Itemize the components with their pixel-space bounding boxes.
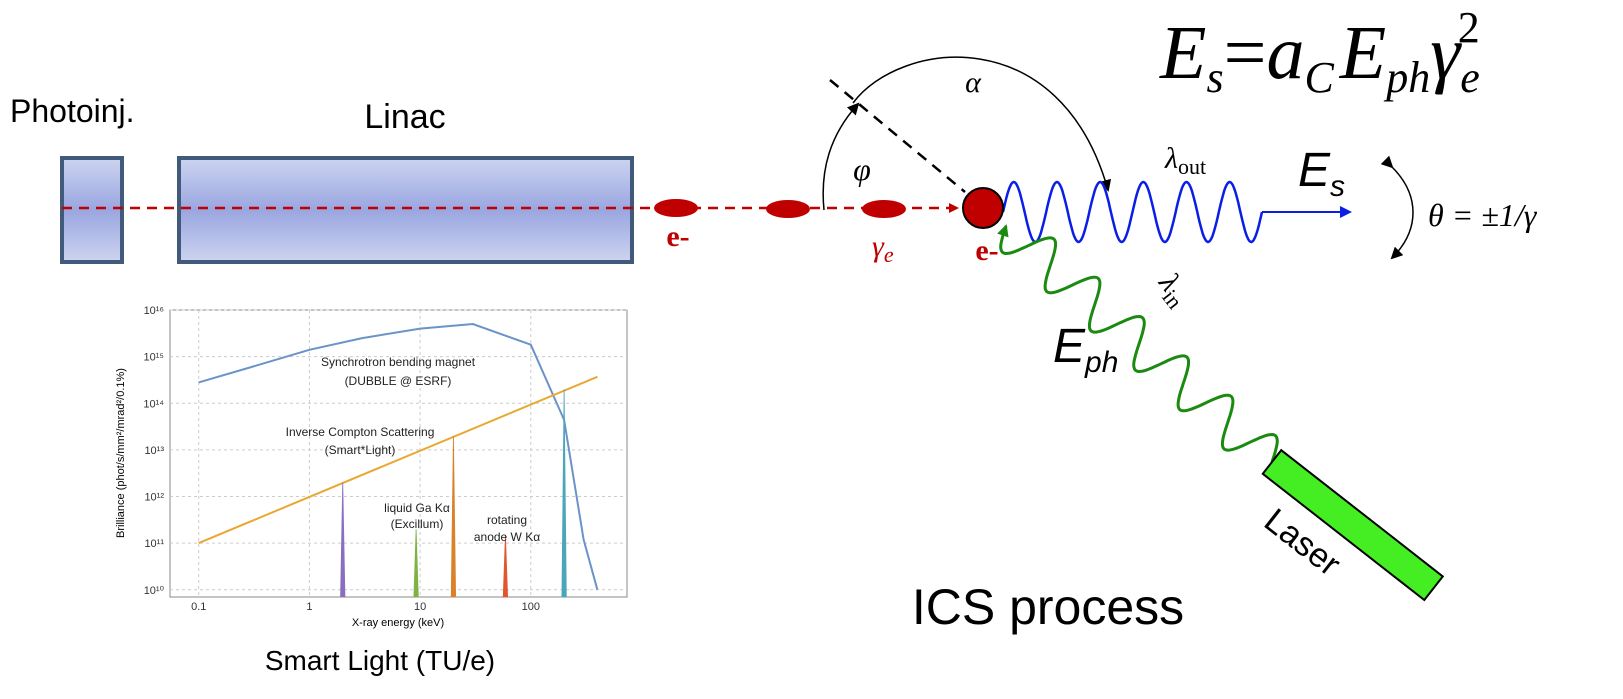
- scattered-wave: [1003, 182, 1262, 242]
- x-axis-label: X-ray energy (keV): [352, 617, 444, 629]
- y-tick-label: 10¹⁵: [144, 352, 164, 364]
- annotation: rotating: [487, 513, 527, 527]
- annotation: (DUBBLE @ ESRF): [345, 374, 452, 388]
- y-axis-label: Brilliance (phot/s/mm²/mrad²/0.1%): [115, 368, 127, 538]
- lambda-symbol: λ: [1164, 142, 1178, 175]
- formula-part: a: [1266, 11, 1304, 95]
- lambda-out-label: λout: [1164, 142, 1206, 179]
- annotation: Synchrotron bending magnet: [321, 355, 476, 369]
- annotation: anode W Kα: [474, 530, 540, 544]
- formula-part: s: [1206, 53, 1223, 102]
- annotation: Inverse Compton Scattering: [286, 425, 435, 439]
- electron-bunch: [862, 200, 906, 218]
- y-tick-label: 10¹¹: [144, 538, 164, 550]
- es-label: Es: [1298, 144, 1345, 203]
- x-tick-label: 10: [414, 601, 426, 613]
- y-tick-label: 10¹⁴: [143, 398, 164, 410]
- formula-part: E: [1159, 11, 1206, 95]
- es-symbol: E: [1298, 144, 1331, 197]
- electron: [963, 188, 1003, 228]
- formula: Es=aCEphγe2: [1159, 3, 1480, 102]
- linac-box: [179, 158, 632, 262]
- electron-label: e-: [975, 234, 998, 267]
- plot-frame: [170, 310, 627, 597]
- gamma-label: γe: [872, 230, 894, 267]
- gamma-subscript: e: [884, 242, 894, 267]
- formula-part: ph: [1383, 53, 1430, 102]
- x-tick-label: 100: [522, 601, 540, 613]
- eph-symbol: E: [1053, 320, 1086, 373]
- brilliance-chart: X-ray energy (keV) Brilliance (phot/s/mm…: [115, 305, 627, 629]
- lambda-subscript: out: [1178, 154, 1206, 179]
- y-tick-label: 10¹⁰: [144, 585, 165, 597]
- phi-label: φ: [853, 151, 871, 187]
- y-tick-label: 10¹⁶: [144, 305, 164, 317]
- annotation: liquid Ga Kα: [384, 501, 450, 515]
- electron-label: e-: [666, 220, 689, 253]
- diagram: Photoinj. Linac e- γe α φ e- λout Es θ =…: [0, 0, 1623, 699]
- normal-line: [830, 80, 965, 192]
- photoinjector-label: Photoinj.: [10, 93, 135, 129]
- linac-label: Linac: [364, 98, 445, 136]
- eph-subscript: ph: [1084, 346, 1118, 379]
- x-tick-label: 1: [306, 601, 312, 613]
- chart-caption: Smart Light (TU/e): [265, 645, 495, 676]
- theta-label: θ = ±1/γ: [1428, 197, 1538, 233]
- es-subscript: s: [1330, 170, 1345, 203]
- y-tick-label: 10¹³: [144, 445, 164, 457]
- formula-part: E: [1339, 11, 1386, 95]
- lambda-in-label: λin: [1149, 266, 1197, 313]
- formula-part: C: [1304, 53, 1334, 102]
- formula-part: e: [1460, 53, 1480, 102]
- electron-bunch: [654, 199, 698, 217]
- divergence-arc: [1392, 167, 1413, 258]
- y-tick-label: 10¹²: [144, 492, 164, 504]
- annotation: (Smart*Light): [325, 443, 396, 457]
- process-label: ICS process: [912, 579, 1184, 635]
- photoinjector-box: [62, 158, 122, 262]
- electron-bunch: [766, 200, 810, 218]
- formula-part: =: [1224, 11, 1267, 95]
- laser-wave: [1001, 226, 1278, 462]
- annotation: (Excillum): [391, 517, 444, 531]
- formula-part: 2: [1458, 3, 1480, 52]
- x-tick-label: 0.1: [191, 601, 206, 613]
- alpha-label: α: [965, 66, 982, 99]
